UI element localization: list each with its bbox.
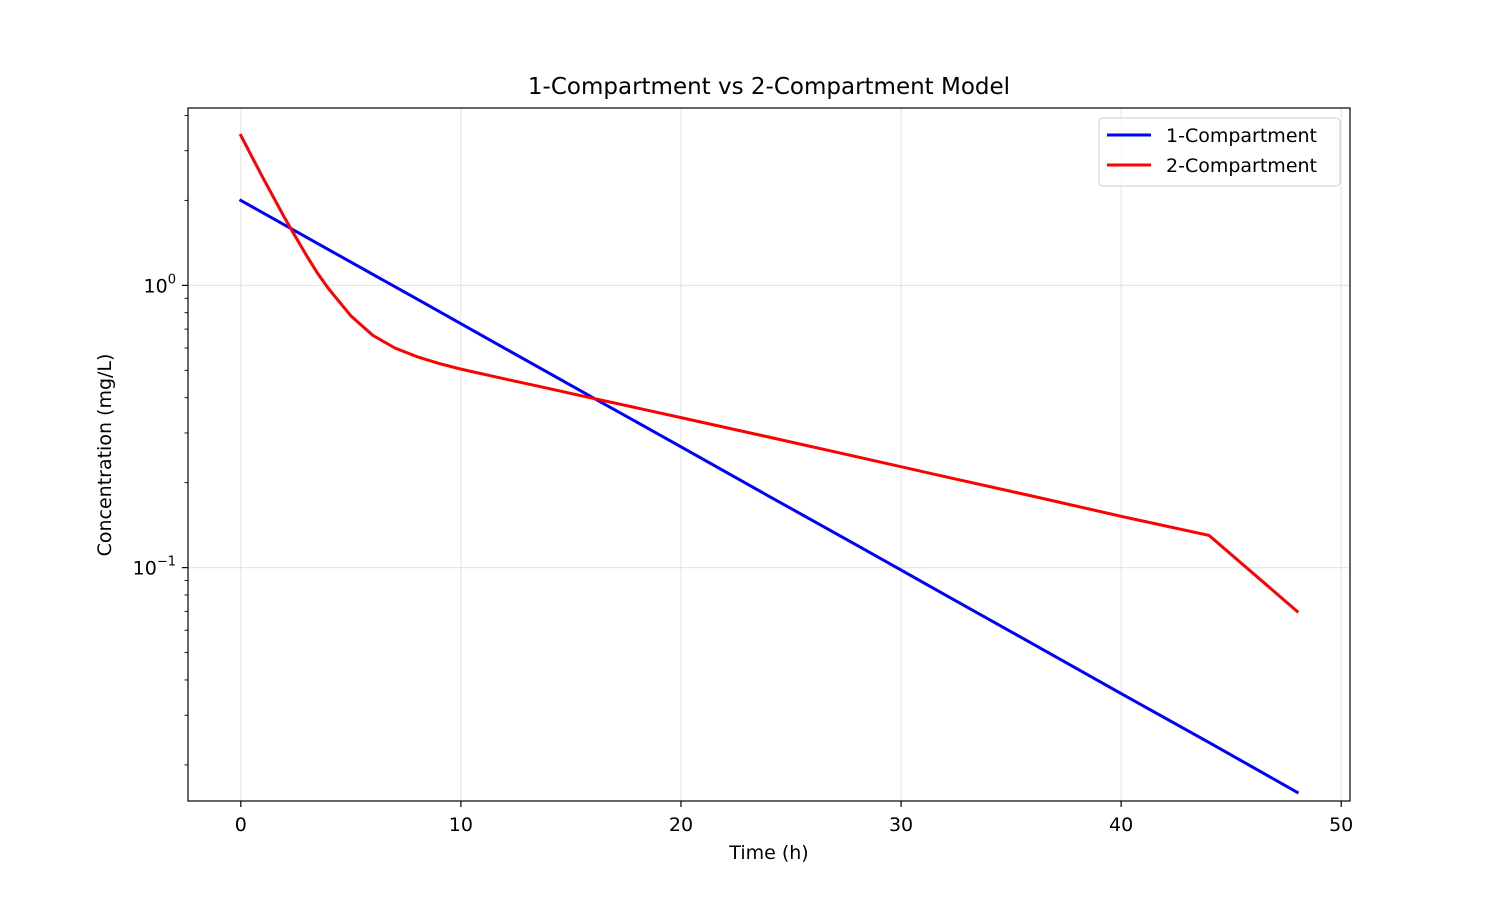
legend-box	[1098, 117, 1341, 187]
legend-label: 2-Compartment	[1166, 155, 1317, 177]
x-tick-label: 30	[889, 814, 913, 836]
y-tick-label: 10−1	[133, 555, 176, 580]
x-axis: 0 10 20 30 40 50	[235, 801, 1353, 836]
x-tick-label: 10	[449, 814, 473, 836]
x-tick-label: 0	[235, 814, 247, 836]
x-tick-label: 40	[1109, 814, 1133, 836]
grid-layer	[188, 108, 1350, 801]
series-layer	[238, 133, 1300, 795]
legend: 1-Compartment 2-Compartment	[1098, 117, 1341, 187]
plot-area	[187, 107, 1351, 802]
series-line	[238, 133, 1300, 614]
plot-frame	[187, 107, 1351, 802]
series-line	[238, 198, 1300, 795]
x-axis-label: Time (h)	[728, 842, 808, 864]
x-tick-label: 50	[1329, 814, 1353, 836]
y-tick-label: 100	[144, 272, 176, 297]
chart-title: 1-Compartment vs 2-Compartment Model	[528, 74, 1010, 100]
y-axis-label: Concentration (mg/L)	[94, 354, 116, 557]
y-axis: 10−1 100	[133, 114, 188, 766]
legend-label: 1-Compartment	[1166, 125, 1317, 147]
x-tick-label: 20	[669, 814, 693, 836]
plot-background	[188, 108, 1350, 801]
